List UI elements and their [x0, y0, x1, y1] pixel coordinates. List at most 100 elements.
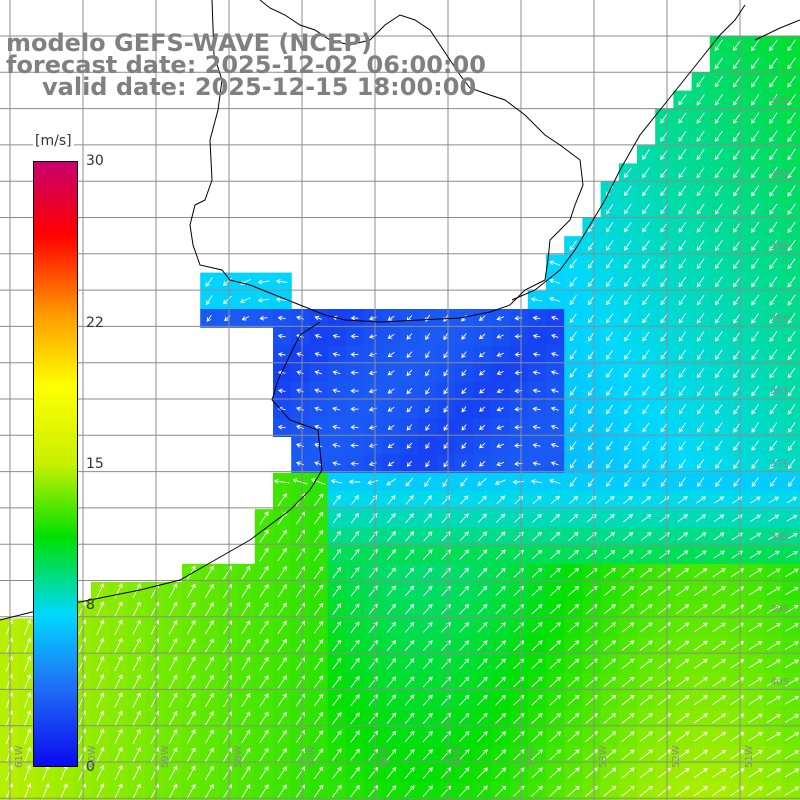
wind-arrow	[642, 477, 650, 488]
wind-arrow	[784, 732, 800, 742]
wind-arrow	[657, 713, 672, 724]
wind-arrow	[712, 713, 727, 724]
wind-arrow	[422, 730, 433, 743]
wind-arrow	[332, 657, 342, 670]
wind-arrow	[386, 639, 397, 652]
wind-arrow	[696, 258, 705, 270]
wind-arrow	[96, 655, 105, 672]
longitude-label: 53W	[598, 745, 609, 768]
wind-arrow	[350, 406, 359, 412]
wind-arrow	[405, 567, 415, 578]
wind-arrow	[712, 604, 726, 614]
wind-arrow	[621, 567, 635, 578]
wind-arrow	[313, 730, 324, 743]
wind-arrow	[259, 315, 268, 321]
colorbar	[33, 161, 78, 767]
wind-arrow	[751, 185, 760, 197]
wind-arrow	[332, 461, 341, 466]
wind-arrow	[406, 424, 413, 431]
wind-arrow	[259, 766, 269, 780]
wind-arrow	[350, 730, 360, 743]
wind-arrow	[569, 349, 577, 360]
wind-arrow	[784, 714, 800, 723]
wind-arrow	[624, 440, 632, 451]
wind-arrow	[696, 185, 705, 197]
wind-arrow	[387, 370, 395, 376]
wind-arrow	[443, 460, 449, 468]
wind-arrow	[787, 94, 796, 106]
wind-arrow	[621, 622, 635, 633]
wind-arrow	[205, 601, 214, 617]
wind-arrow	[406, 387, 413, 395]
wind-arrow	[458, 767, 470, 779]
wind-arrow	[786, 514, 798, 522]
wind-arrow	[714, 76, 723, 88]
wind-arrow	[531, 604, 543, 615]
wind-arrow	[678, 386, 687, 397]
wind-arrow	[751, 167, 760, 179]
wind-arrow	[259, 584, 269, 598]
wind-arrow	[639, 622, 653, 633]
wind-arrow	[168, 765, 178, 781]
wind-arrow	[785, 550, 799, 559]
wind-arrow	[567, 585, 580, 597]
wind-arrow	[275, 278, 288, 284]
wind-arrow	[712, 731, 727, 742]
wind-arrow	[751, 130, 760, 143]
wind-arrow	[605, 240, 614, 251]
wind-arrow	[277, 620, 287, 634]
wind-arrow	[603, 658, 617, 670]
wind-arrow	[532, 424, 541, 430]
wind-arrow	[733, 349, 741, 361]
wind-arrow	[186, 783, 196, 799]
wind-arrow	[696, 367, 705, 379]
wind-arrow	[423, 531, 433, 542]
wind-arrow	[603, 713, 617, 724]
wind-arrow	[624, 459, 632, 469]
wind-arrow	[531, 731, 543, 743]
wind-arrow	[387, 495, 396, 505]
wind-arrow	[386, 676, 397, 688]
wind-arrow	[459, 495, 469, 505]
wind-arrow	[332, 333, 341, 339]
wind-arrow	[622, 532, 634, 541]
wind-arrow	[332, 639, 342, 652]
longitude-label: 54W	[525, 745, 536, 768]
wind-arrow	[330, 478, 343, 484]
wind-arrow	[277, 602, 287, 616]
wind-arrow	[549, 567, 561, 578]
longitude-label: 57W	[306, 745, 317, 768]
wind-arrow	[696, 148, 705, 161]
latitude-label: 36S	[770, 386, 790, 398]
wind-arrow	[784, 677, 800, 687]
wind-arrow	[277, 729, 287, 744]
wind-arrow	[530, 479, 543, 484]
wind-arrow	[787, 221, 796, 234]
wind-arrow	[114, 765, 123, 781]
wind-arrow	[714, 240, 723, 252]
wind-arrow	[694, 568, 708, 578]
wind-arrow	[730, 677, 745, 687]
wind-arrow	[532, 531, 543, 542]
wind-arrow	[350, 548, 360, 561]
wind-arrow	[769, 331, 778, 343]
wind-arrow	[477, 603, 488, 615]
wind-arrow	[549, 260, 561, 266]
wind-arrow	[461, 406, 467, 413]
wind-arrow	[624, 203, 632, 215]
wind-arrow	[114, 601, 123, 617]
wind-arrow	[693, 767, 709, 779]
wind-arrow	[748, 568, 763, 578]
wind-arrow	[605, 222, 614, 233]
longitude-label: 52W	[671, 745, 682, 768]
wind-arrow	[531, 622, 543, 633]
wind-arrow	[114, 746, 123, 763]
wind-arrow	[549, 296, 561, 303]
wind-arrow	[277, 333, 286, 339]
wind-arrow	[712, 659, 727, 669]
wind-arrow	[639, 713, 653, 724]
wind-arrow	[496, 316, 504, 321]
wind-arrow	[96, 673, 105, 690]
wind-arrow	[678, 276, 687, 288]
wind-arrow	[241, 565, 251, 580]
